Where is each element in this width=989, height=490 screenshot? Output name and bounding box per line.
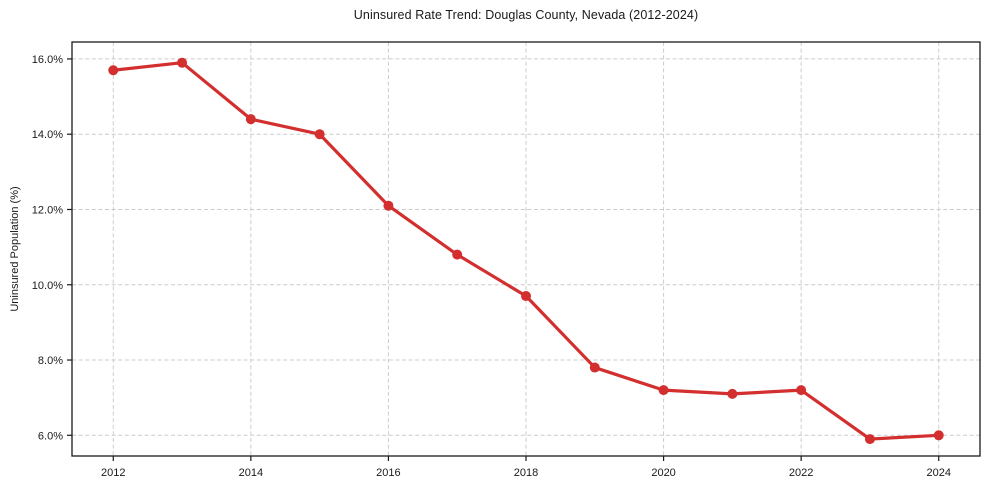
y-tick-label: 12.0% <box>32 204 63 216</box>
data-point-2019 <box>589 362 600 373</box>
data-point-2012 <box>108 65 119 76</box>
x-tick-label: 2018 <box>514 467 538 479</box>
data-point-2015 <box>314 129 325 140</box>
data-point-2016 <box>383 200 394 211</box>
y-tick-label: 8.0% <box>38 355 63 367</box>
x-tick-label: 2024 <box>926 467 950 479</box>
data-point-2022 <box>796 385 807 396</box>
y-axis-label: Uninsured Population (%) <box>9 186 21 312</box>
y-tick-label: 6.0% <box>38 430 63 442</box>
data-point-2023 <box>864 434 875 445</box>
data-point-2024 <box>933 430 944 441</box>
data-point-2017 <box>452 249 463 260</box>
y-tick-label: 14.0% <box>32 129 63 141</box>
x-tick-label: 2014 <box>239 467 263 479</box>
data-point-2014 <box>245 114 256 125</box>
x-tick-label: 2020 <box>651 467 675 479</box>
data-point-2020 <box>658 385 669 396</box>
x-tick-label: 2016 <box>376 467 400 479</box>
y-tick-label: 16.0% <box>32 54 63 66</box>
chart-title: Uninsured Rate Trend: Douglas County, Ne… <box>353 8 699 22</box>
y-tick-label: 10.0% <box>32 280 63 292</box>
x-tick-label: 2012 <box>101 467 125 479</box>
data-point-2018 <box>521 291 531 302</box>
x-tick-label: 2022 <box>789 467 813 479</box>
data-point-2021 <box>727 388 738 399</box>
data-point-2013 <box>177 57 188 68</box>
